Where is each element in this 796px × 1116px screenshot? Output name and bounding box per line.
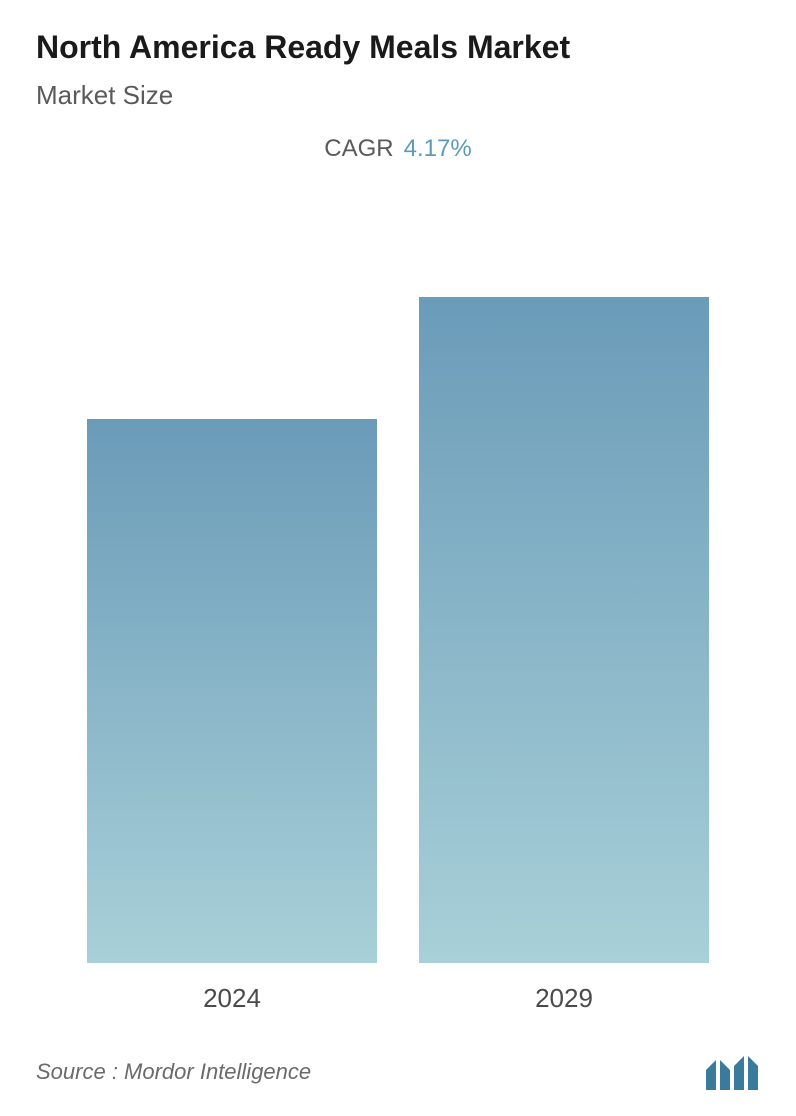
bar-label: 2029 (535, 983, 593, 1014)
bar (87, 419, 377, 963)
footer: Source : Mordor Intelligence (0, 1034, 796, 1116)
cagr-label: CAGR (324, 135, 393, 162)
chart-title: North America Ready Meals Market (36, 28, 760, 66)
brand-logo-icon (704, 1052, 760, 1092)
source-text: Source : Mordor Intelligence (36, 1059, 311, 1085)
bar-label: 2024 (203, 983, 261, 1014)
bar (419, 297, 709, 963)
bar-group: 2029 (419, 297, 709, 1014)
cagr-value: 4.17% (404, 135, 472, 162)
cagr-line: CAGR 4.17% (36, 135, 760, 163)
chart-subtitle: Market Size (36, 80, 760, 111)
chart-container: North America Ready Meals Market Market … (0, 0, 796, 1034)
bar-group: 2024 (87, 419, 377, 1014)
chart-area: 2024 2029 (36, 207, 760, 1034)
